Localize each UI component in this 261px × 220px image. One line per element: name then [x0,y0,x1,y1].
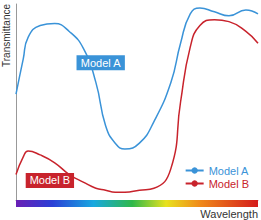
svg-text:Model B: Model B [30,174,70,186]
svg-text:Model B: Model B [209,178,249,190]
svg-text:Wavelength: Wavelength [200,208,258,220]
svg-text:Model A: Model A [81,57,121,69]
svg-text:Model A: Model A [209,165,249,177]
svg-text:Transmittance: Transmittance [1,4,12,67]
